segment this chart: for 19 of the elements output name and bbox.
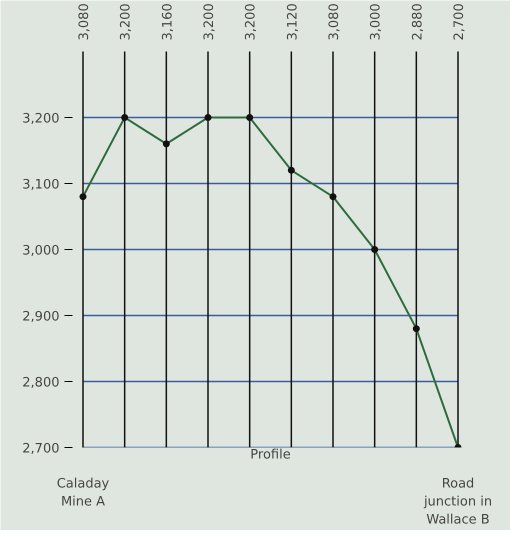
y-tick-label: 3,200 <box>22 112 60 126</box>
y-tick-label: 2,900 <box>22 310 60 324</box>
x-tick-label: 3,000 <box>368 3 384 40</box>
x-axis-title: Profile <box>250 448 291 462</box>
x-tick-label: 3,200 <box>244 3 259 40</box>
x-tick-label: 3,200 <box>118 3 134 40</box>
y-tick-label: 3,100 <box>22 178 60 192</box>
y-tick-label: 2,800 <box>22 376 60 390</box>
x-tick-label: 3,080 <box>327 3 342 40</box>
x-tick-label: 2,700 <box>452 3 467 40</box>
text: Road junction in Wallace B <box>422 476 492 528</box>
y-tick-label: 3,000 <box>22 244 60 258</box>
x-tick-label: 3,200 <box>202 3 217 40</box>
y-tick-label: 2,700 <box>22 442 60 456</box>
x-tick-label: 3,160 <box>160 3 176 40</box>
x-tick-label: 3,080 <box>77 3 92 40</box>
x-tick-label: 2,880 <box>410 3 426 40</box>
x-tick-label: 3,120 <box>285 3 300 40</box>
text: Caladay Mine A <box>56 476 110 510</box>
